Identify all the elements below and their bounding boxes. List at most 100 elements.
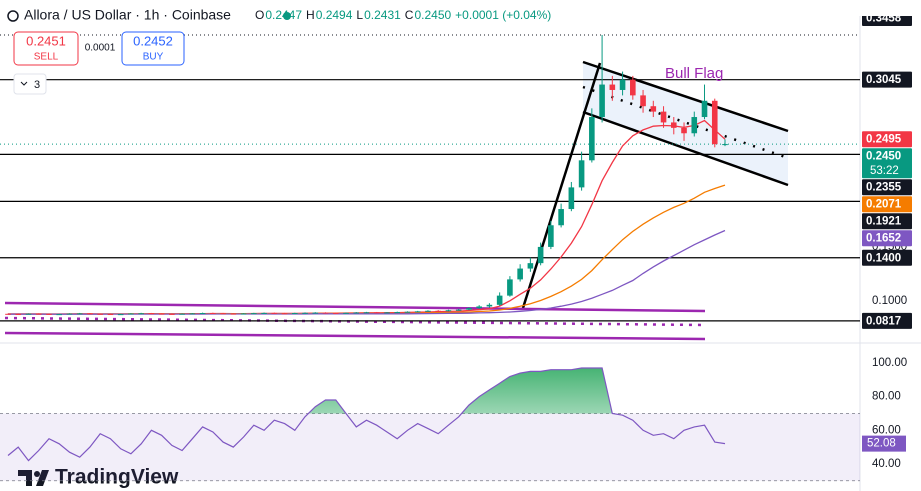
rsi-overbought-fill: [308, 368, 613, 414]
candle-body: [363, 312, 370, 314]
candle-body: [179, 313, 185, 315]
ohlc-value: 0.2447: [265, 8, 302, 22]
price-box-label: 0.2450: [866, 151, 901, 163]
symbol-title: Allora / US Dollar · 1h · Coinbase: [24, 7, 231, 23]
candle-body: [199, 313, 206, 315]
candle-body: [25, 313, 32, 315]
candle-body: [630, 79, 636, 96]
low-label-bg: [832, 0, 912, 16]
price-box-label: 0.2495: [866, 134, 902, 146]
flag-upper: [582, 60, 789, 133]
candle-body: [476, 306, 482, 309]
candle-body: [5, 313, 11, 315]
rsi-value-box: [862, 435, 906, 452]
spread: 0.0001: [85, 43, 116, 54]
price-box-bg: [862, 148, 912, 179]
candle-body: [189, 313, 196, 315]
buy-price: 0.2452: [133, 33, 173, 48]
candle-body: [527, 263, 534, 269]
candle-body: [107, 314, 114, 316]
candle-body: [701, 100, 708, 118]
ohlc-key: H: [306, 8, 315, 22]
candle-body: [691, 117, 698, 134]
indicators-toggle[interactable]: 3: [13, 73, 47, 95]
candle-body: [507, 279, 513, 296]
candle-body: [117, 314, 124, 316]
candle-body: [46, 313, 52, 315]
candle-body: [619, 79, 626, 90]
price-box-bg: [862, 179, 912, 196]
price-box-bg: [862, 131, 912, 148]
price-box-bg: [862, 249, 912, 266]
logo-mark: [18, 470, 32, 486]
candle-body: [66, 313, 73, 315]
candle-body: [660, 111, 667, 123]
price-box-label: 0.2355: [866, 182, 902, 194]
candle-body: [158, 313, 165, 315]
candle-body: [169, 313, 175, 315]
rsi-tick-label: 100.00: [872, 357, 907, 369]
logo-slash: [36, 470, 49, 486]
candle-body: [76, 313, 83, 315]
channel-lower: [4, 331, 706, 341]
price-box: 0.2071: [862, 196, 912, 213]
ohlc-value: 0.2450: [414, 8, 451, 22]
candle-body: [230, 313, 237, 315]
toggle-box[interactable]: [13, 73, 47, 95]
candle-body: [425, 310, 431, 312]
candle-body: [35, 313, 42, 315]
change: +0.0001 (+0.04%): [455, 8, 551, 22]
price-box: 0.3045: [862, 71, 912, 88]
watermark: TradingView: [18, 466, 179, 489]
symbol-icon: [7, 10, 19, 22]
candle-body: [568, 187, 575, 210]
buy-button[interactable]: [121, 31, 185, 66]
candle-body: [15, 314, 22, 316]
candle-body: [384, 312, 390, 314]
price-box-label: 0.0817: [866, 315, 901, 327]
price-box: 0.2495: [862, 131, 912, 148]
sell-button[interactable]: [13, 31, 79, 66]
flag-mid: [582, 85, 789, 160]
candle-body: [558, 209, 564, 226]
candle-body: [343, 312, 349, 314]
price-box: 0.2355: [862, 179, 912, 196]
indicators-count: 3: [34, 79, 40, 91]
candle-body: [281, 313, 288, 315]
candle-body: [722, 144, 728, 146]
candle-body: [148, 313, 155, 315]
flag-pole: [521, 62, 602, 309]
candle-body: [466, 308, 472, 310]
candle-body: [599, 84, 605, 118]
price-box-bg: [862, 230, 912, 247]
price-box: 0.1400: [862, 249, 912, 266]
candle-body: [589, 117, 595, 161]
candle-body: [312, 312, 319, 314]
candle-body: [548, 225, 554, 247]
rsi-tick-label: 40.00: [872, 458, 901, 470]
candle-body: [609, 84, 616, 90]
candle-body: [373, 312, 380, 314]
candle-body: [435, 310, 441, 312]
chevron: [20, 81, 28, 86]
candle-body: [332, 312, 339, 314]
price-box-label: 0.2071: [866, 199, 902, 211]
trade-panel[interactable]: 0.2451 SELL 0.0001 0.2452 BUY: [13, 31, 185, 66]
candle-body: [251, 313, 257, 315]
price-box: 0.1652: [862, 230, 912, 247]
price-box-bg: [862, 196, 912, 213]
rsi-line: [7, 367, 726, 462]
candle-body: [261, 312, 267, 314]
candle-body: [128, 313, 134, 315]
rsi-band: [0, 413, 860, 481]
annotation: Bull Flag: [665, 65, 723, 82]
price-box: 0.1921: [862, 213, 912, 230]
candle-body: [302, 312, 308, 314]
rsi-tick-label: 60.00: [872, 424, 901, 436]
sell-price: 0.2451: [26, 33, 66, 48]
candle-body: [97, 313, 103, 315]
candle-body: [640, 95, 646, 107]
candle-body: [711, 100, 718, 145]
candle-body: [240, 313, 247, 315]
